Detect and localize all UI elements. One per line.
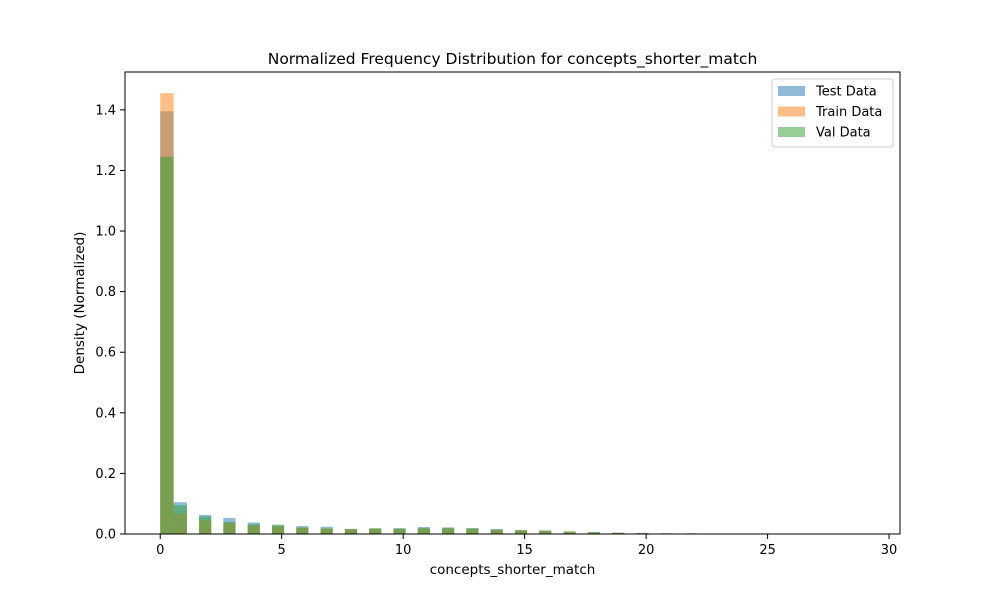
bar-val-data-15 — [515, 530, 527, 534]
bar-val-data-3 — [223, 522, 235, 534]
legend-items: Test Data Train Data Val Data — [778, 85, 882, 141]
bar-val-data-9 — [369, 528, 381, 534]
y-axis-label: Density (Normalized) — [72, 232, 88, 375]
legend: Test Data Train Data Val Data — [772, 79, 893, 147]
legend-swatch-test-data — [778, 86, 805, 96]
legend-swatch-train-data — [778, 107, 805, 117]
bar-val-data-10 — [393, 529, 405, 534]
bar-val-data-8 — [345, 529, 357, 534]
y-tick-label: 0.8 — [95, 285, 116, 300]
bar-val-data-11 — [418, 528, 430, 534]
x-tick-label: 15 — [516, 543, 533, 558]
chart-title: Normalized Frequency Distribution for co… — [268, 50, 758, 69]
bar-val-data-2 — [199, 516, 211, 534]
bar-val-data-14 — [491, 529, 503, 534]
x-tick-label: 30 — [881, 543, 898, 558]
y-tick-label: 0.2 — [95, 467, 116, 482]
bar-val-data-12 — [442, 527, 454, 534]
bar-val-data-5 — [272, 525, 284, 534]
legend-label-train-data: Train Data — [815, 105, 882, 120]
bar-val-data-13 — [466, 528, 478, 534]
x-tick-label: 20 — [638, 543, 655, 558]
bar-val-data-0 — [160, 157, 173, 534]
legend-label-val-data: Val Data — [816, 126, 871, 141]
x-axis-label: concepts_shorter_match — [430, 562, 596, 578]
bar-val-data-7 — [321, 529, 333, 534]
legend-label-test-data: Test Data — [815, 85, 877, 100]
legend-swatch-val-data — [778, 127, 805, 137]
y-tick-label: 0.4 — [95, 406, 116, 421]
x-tick-label: 0 — [156, 543, 164, 558]
y-tick-label: 1.2 — [95, 164, 116, 179]
y-tick-label: 0.0 — [95, 528, 116, 543]
x-tick-label: 25 — [759, 543, 776, 558]
y-tick-label: 1.4 — [95, 103, 116, 118]
y-tick-label: 1.0 — [95, 225, 116, 240]
y-tick-label: 0.6 — [95, 346, 116, 361]
x-tick-label: 5 — [278, 543, 286, 558]
bar-val-data-4 — [248, 524, 260, 534]
bar-val-data-6 — [296, 528, 308, 534]
x-tick-label: 10 — [395, 543, 412, 558]
bar-val-data-1 — [174, 505, 187, 534]
